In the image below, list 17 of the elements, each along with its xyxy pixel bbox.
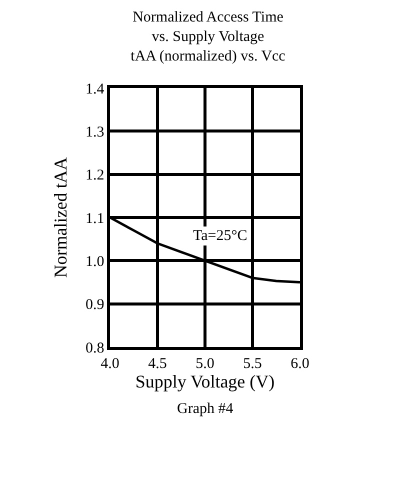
x-tick-label: 6.0	[290, 356, 310, 372]
y-tick-label: 0.9	[86, 297, 104, 314]
y-tick-label: 1.4	[86, 81, 105, 98]
y-tick-label: 1.2	[86, 168, 104, 184]
y-axis-title: Normalized tAA	[50, 157, 71, 278]
text: Graph #4	[177, 401, 234, 417]
y-tick-label: 1.0	[86, 254, 104, 270]
x-tick-label: 5.5	[243, 356, 262, 372]
y-tick-label: 1.3	[86, 124, 104, 140]
annotation: Ta=25°C	[193, 228, 248, 244]
chart-title: Normalized Access Time vs. Supply Voltage tAA (normalized) vs. Vcc	[130, 9, 286, 64]
x-tick-label: 4.0	[100, 356, 120, 372]
y-tick-label: 0.8	[86, 340, 104, 356]
x-axis-title: Supply Voltage (V)	[135, 372, 275, 392]
x-tick-label: 5.0	[196, 356, 214, 372]
y-tick-label: 1.1	[86, 210, 104, 227]
x-tick-label: 4.5	[148, 356, 167, 372]
